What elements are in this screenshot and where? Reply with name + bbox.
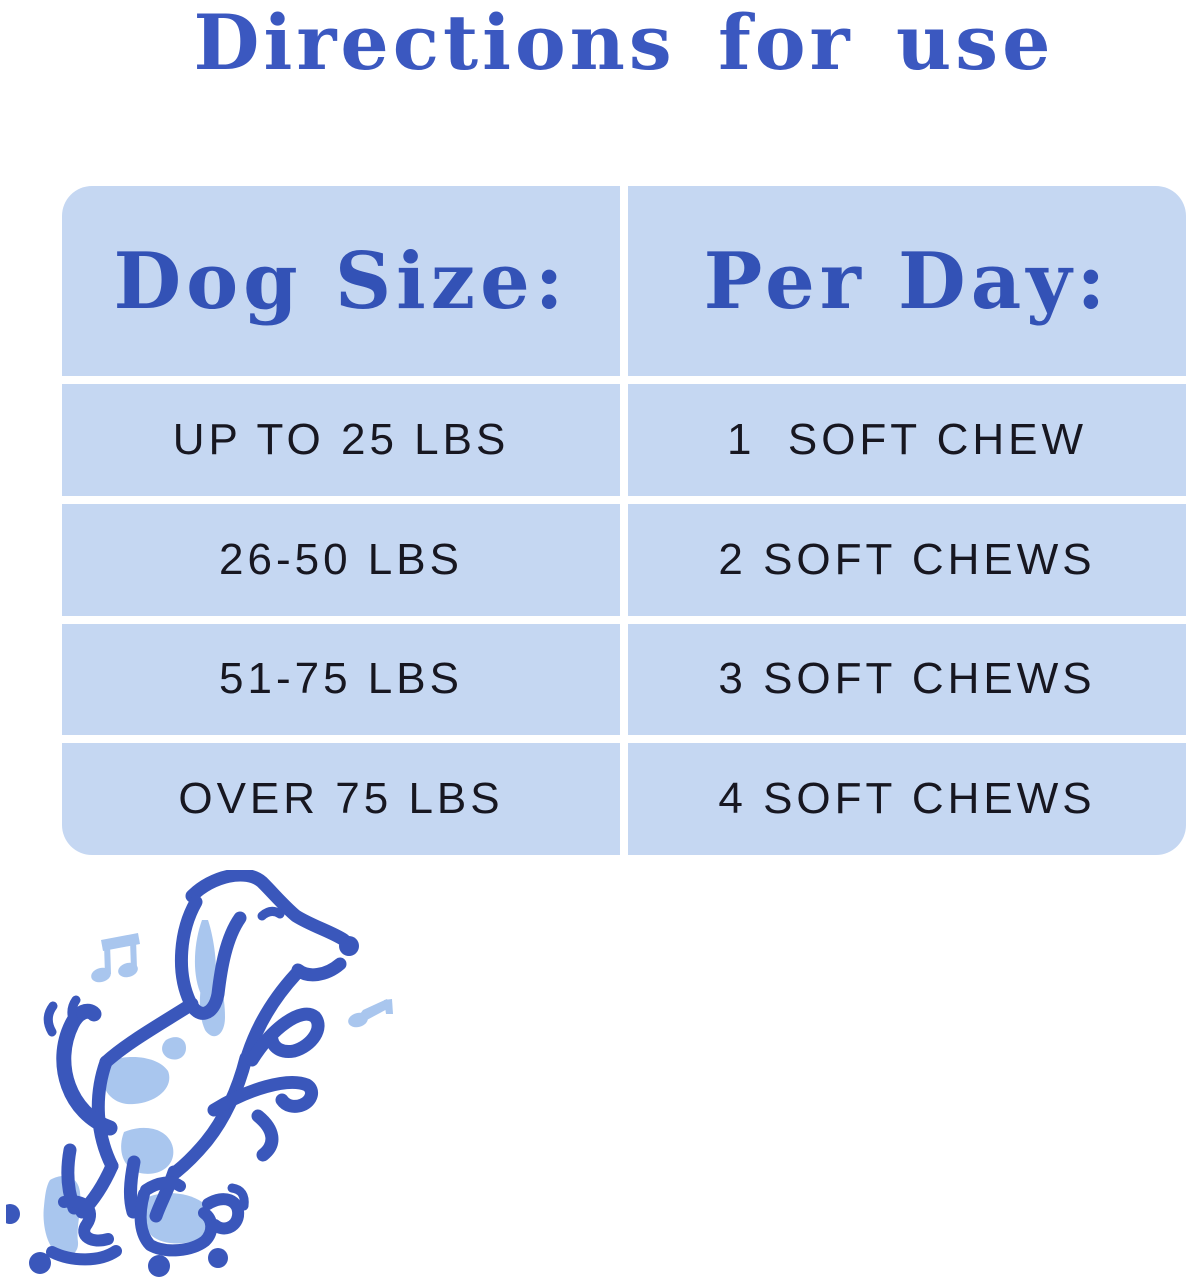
dog-coat-patches [43, 920, 225, 1257]
cell-text: 3 SOFT CHEWS [718, 654, 1096, 704]
skate-wheel [208, 1248, 228, 1268]
table-row-1-per-day: 1 SOFT CHEW [628, 384, 1186, 496]
dosage-table: Dog Size: Per Day: UP TO 25 LBS 1 SOFT C… [62, 186, 1186, 855]
cell-text: UP TO 25 LBS [172, 414, 510, 464]
table-header-per-day: Per Day: [628, 186, 1186, 376]
dog-nose-and-wheels [6, 936, 359, 1277]
table-header-dog-size: Dog Size: [62, 186, 620, 376]
cell-text: 1 SOFT CHEW [726, 414, 1088, 464]
table-row-2-dog-size: 26-50 LBS [62, 503, 620, 616]
music-note-double-icon [91, 933, 140, 983]
cell-text: 26-50 LBS [219, 534, 463, 584]
music-note-single-icon [348, 999, 393, 1028]
table-row-2-per-day: 2 SOFT CHEWS [628, 503, 1186, 616]
skate-wheel [148, 1255, 170, 1277]
dog-outline [43, 870, 351, 1266]
header-label: Dog Size: [113, 235, 569, 327]
table-row-4-dog-size: OVER 75 LBS [62, 743, 620, 855]
dog-nose [339, 936, 359, 956]
cell-text: 4 SOFT CHEWS [718, 774, 1096, 824]
cell-text: 2 SOFT CHEWS [718, 534, 1096, 584]
cell-text: 51-75 LBS [219, 654, 463, 704]
cell-text: OVER 75 LBS [178, 774, 504, 824]
table-row-4-per-day: 4 SOFT CHEWS [628, 743, 1186, 855]
table-row-3-dog-size: 51-75 LBS [62, 623, 620, 736]
table-row-3-per-day: 3 SOFT CHEWS [628, 623, 1186, 736]
skate-wheel [6, 1204, 20, 1224]
skate-wheel [29, 1252, 51, 1274]
page-title: Directions for use [193, 0, 1055, 87]
header-label: Per Day: [703, 235, 1111, 327]
dancing-dog-illustration [6, 870, 393, 1277]
table-row-1-dog-size: UP TO 25 LBS [62, 384, 620, 496]
